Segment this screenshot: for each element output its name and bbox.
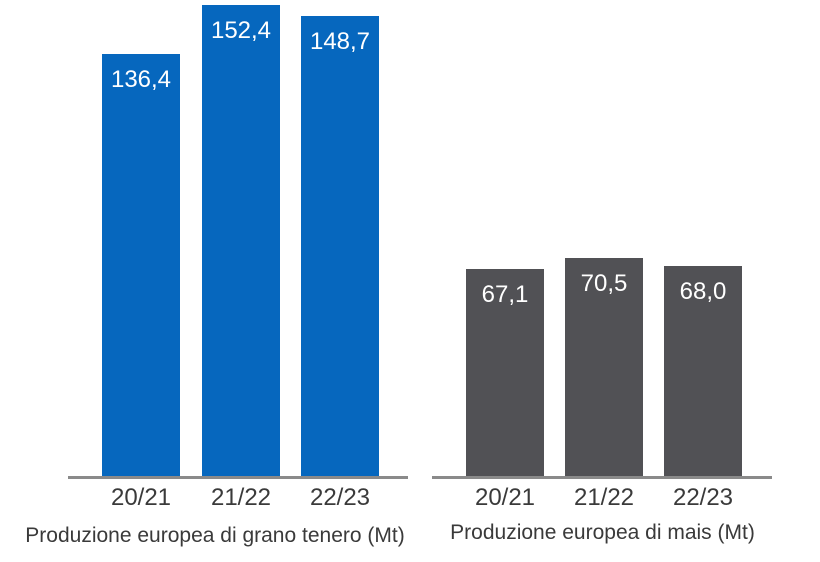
x-axis-line-mais [432, 476, 772, 479]
bar-value-label: 70,5 [580, 270, 628, 297]
bar-grano-22-23: 148,7 [301, 16, 379, 477]
x-axis-line-grano [68, 476, 408, 479]
bar-grano-20-21: 136,4 [102, 54, 180, 477]
bar-grano-21-22: 152,4 [202, 5, 280, 477]
category-label-mais-21-22: 21/22 [573, 484, 635, 511]
bar-value-label: 152,4 [210, 17, 272, 44]
category-label-mais-22-23: 22/23 [672, 484, 734, 511]
bar-value-label: 136,4 [110, 66, 172, 93]
category-label-grano-21-22: 21/22 [210, 484, 272, 511]
bar-mais-22-23: 68,0 [664, 266, 742, 477]
bar-mais-21-22: 70,5 [565, 258, 643, 477]
category-label-grano-20-21: 20/21 [110, 484, 172, 511]
category-label-grano-22-23: 22/23 [309, 484, 371, 511]
category-label-mais-20-21: 20/21 [474, 484, 536, 511]
chart-title-mais: Produzione europea di mais (Mt) [450, 521, 755, 544]
bar-mais-20-21: 67,1 [466, 269, 544, 477]
bar-value-label: 68,0 [679, 278, 727, 305]
bar-value-label: 148,7 [309, 28, 371, 55]
chart-title-grano: Produzione europea di grano tenero (Mt) [25, 524, 405, 547]
bar-value-label: 67,1 [481, 281, 529, 308]
